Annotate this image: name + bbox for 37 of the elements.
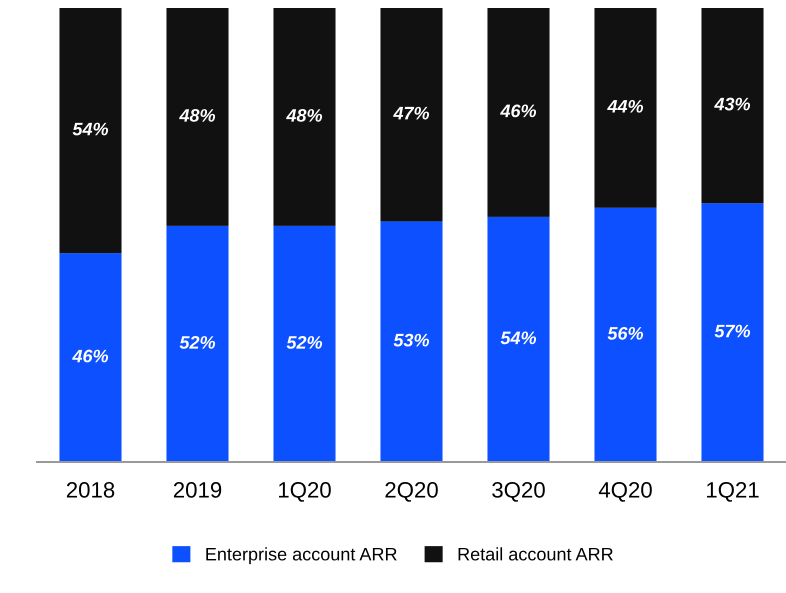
x-tick-label: 1Q21 [707, 482, 759, 502]
legend-label: Enterprise account ARR [206, 547, 397, 564]
x-tick-label: 1Q20 [279, 482, 331, 502]
data-label: 46% [72, 350, 108, 362]
bar [701, 203, 764, 462]
x-tick-label: 3Q20 [492, 482, 545, 502]
bar [594, 8, 657, 208]
data-label: 52% [180, 336, 216, 349]
data-label: 56% [608, 326, 644, 340]
bar [59, 253, 122, 462]
legend-label: Retail account ARR [458, 547, 613, 561]
data-label: 57% [714, 324, 750, 338]
bar [380, 221, 443, 462]
bar [273, 8, 336, 226]
data-label: 53% [394, 334, 430, 347]
data-label: 48% [179, 109, 216, 122]
bar [380, 8, 443, 222]
bar [59, 8, 122, 254]
bar [166, 8, 229, 226]
data-label: 47% [393, 106, 430, 120]
bar [166, 226, 229, 462]
x-tick-label: 2018 [66, 482, 114, 498]
data-label: 54% [72, 122, 108, 136]
data-label: 48% [286, 109, 322, 122]
bar [487, 216, 550, 462]
x-tick-label: 2019 [174, 482, 222, 498]
data-label: 46% [500, 104, 536, 118]
data-label: 52% [286, 336, 322, 349]
bar [487, 8, 550, 217]
x-tick-label: 4Q20 [598, 482, 652, 502]
bar [273, 226, 336, 462]
data-label: 54% [500, 332, 536, 344]
data-label: 44% [607, 100, 644, 113]
x-tick-label: 2Q20 [385, 482, 438, 502]
bar [594, 208, 657, 462]
bar [701, 8, 764, 204]
data-label: 43% [714, 98, 750, 110]
